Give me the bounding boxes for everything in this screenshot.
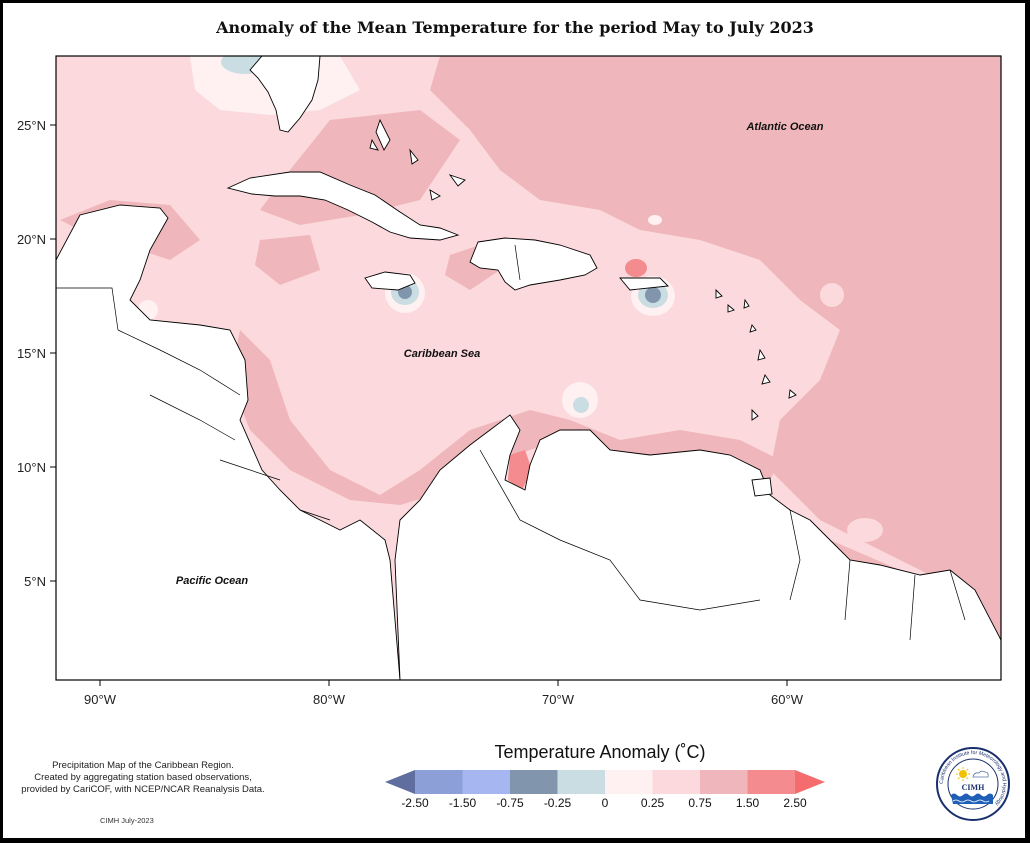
colorbar-bin-0 <box>385 770 415 794</box>
lon-tick-70w: 70°W <box>542 692 575 707</box>
lat-tick-25n: 25°N <box>17 118 46 133</box>
lat-tick-10n: 10°N <box>17 460 46 475</box>
colorbar-label-2: -0.75 <box>496 796 524 810</box>
colorbar-label-7: 1.50 <box>736 796 760 810</box>
colorbar-bin-9 <box>795 770 825 794</box>
colorbar-label-4: 0 <box>602 796 609 810</box>
colorbar-bin-3 <box>510 770 558 794</box>
colorbar-label-1: -1.50 <box>449 796 477 810</box>
colorbar-bin-2 <box>462 770 511 794</box>
legend-title: Temperature Anomaly (˚C) <box>494 742 706 762</box>
colorbar-bin-6 <box>652 770 701 794</box>
label-pacific-ocean: Pacific Ocean <box>176 575 248 587</box>
sun-icon <box>956 767 970 781</box>
florida-land <box>249 56 321 133</box>
trinidad-land <box>751 477 773 497</box>
credits-date: CIMH July-2023 <box>100 816 154 825</box>
colorbar-bin-1 <box>415 770 463 794</box>
plot-border <box>55 55 1002 681</box>
land-masses <box>56 56 1001 680</box>
country-borders <box>56 244 966 641</box>
colorbar-label-6: 0.75 <box>688 796 712 810</box>
lat-tick-20n: 20°N <box>17 232 46 247</box>
south-america-land <box>394 414 1001 680</box>
colorbar-bin-7 <box>700 770 748 794</box>
colorbar-bin-4 <box>557 770 606 794</box>
colorbar-label-3: -0.25 <box>544 796 572 810</box>
lon-tick-60w: 60°W <box>771 692 804 707</box>
colorbar-bin-5 <box>605 770 653 794</box>
map-title: Anomaly of the Mean Temperature for the … <box>216 18 814 37</box>
credits-line-2: Created by aggregating station based obs… <box>34 772 252 783</box>
colorbar-bin-8 <box>747 770 796 794</box>
colorbar: -2.50 -1.50 -0.75 -0.25 0 0.25 0.75 1.50 2.50 <box>385 770 825 810</box>
label-atlantic-ocean: Atlantic Ocean <box>745 121 823 133</box>
cimh-logo: Caribbean Institute for Meteorology and … <box>936 747 1010 821</box>
label-caribbean-sea: Caribbean Sea <box>404 348 480 360</box>
lat-tick-15n: 15°N <box>17 346 46 361</box>
colorbar-label-8: 2.50 <box>783 796 807 810</box>
cloud-icon <box>972 770 989 778</box>
credits-block: Precipitation Map of the Caribbean Regio… <box>8 760 278 796</box>
central-america-land <box>56 204 401 680</box>
lat-tick-5n: 5°N <box>24 574 46 589</box>
lon-tick-90w: 90°W <box>84 692 117 707</box>
lon-tick-80w: 80°W <box>313 692 346 707</box>
longitude-axis: 90°W 80°W 70°W 60°W <box>84 680 804 707</box>
jamaica-land <box>364 271 416 291</box>
credits-line-1: Precipitation Map of the Caribbean Regio… <box>52 760 234 771</box>
latitude-axis: 25°N 20°N 15°N 10°N 5°N <box>17 118 56 589</box>
logo-abbr: CIMH <box>962 783 985 792</box>
colorbar-label-5: 0.25 <box>641 796 665 810</box>
cuba-land <box>226 171 460 241</box>
waves-icon <box>951 793 993 804</box>
colorbar-label-0: -2.50 <box>401 796 429 810</box>
hispaniola-land <box>469 237 598 291</box>
credits-line-3: provided by CariCOF, with NCEP/NCAR Rean… <box>21 784 265 795</box>
puerto-rico-land <box>619 277 669 291</box>
